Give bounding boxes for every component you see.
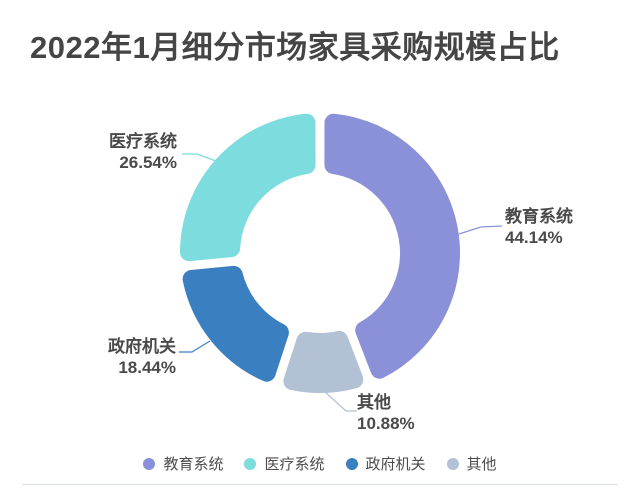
callout-other-value: 10.88% [357,414,415,433]
callout-other-label: 其他 [357,393,391,412]
bottom-divider [22,484,618,485]
callout-medical: 医疗系统 26.54% [109,131,177,173]
callout-government-label: 政府机关 [108,337,176,356]
donut-segment-other[interactable] [283,330,364,393]
donut-segment-medical[interactable] [180,113,316,262]
callout-education: 教育系统 44.14% [505,206,573,248]
leader-lines [179,153,503,412]
legend-item-medical[interactable]: 医疗系统 [244,453,325,474]
callout-medical-value: 26.54% [119,153,177,172]
callout-education-value: 44.14% [505,228,563,247]
donut-segment-government[interactable] [182,265,289,382]
legend-dot-education-icon [143,457,156,470]
leader-line-government [179,340,211,353]
legend-label-education: 教育系统 [163,456,224,473]
legend-item-education[interactable]: 教育系统 [143,453,223,474]
donut-segment-education[interactable] [324,113,460,379]
leader-line-medical [182,153,217,162]
callout-government: 政府机关 18.44% [108,336,176,378]
donut-segments [180,113,460,393]
leader-line-education [458,225,503,235]
legend-label-medical: 医疗系统 [264,456,325,473]
legend-dot-government-icon [345,457,358,470]
callout-education-label: 教育系统 [505,207,573,226]
legend-label-government: 政府机关 [365,456,426,473]
callout-medical-label: 医疗系统 [109,132,177,151]
callout-government-value: 18.44% [118,358,176,377]
legend: 教育系统 医疗系统 政府机关 其他 [0,453,640,474]
legend-label-other: 其他 [466,456,497,473]
callout-other: 其他 10.88% [357,392,415,434]
chart-title: 2022年1月细分市场家具采购规模占比 [30,30,560,65]
legend-dot-medical-icon [244,457,257,470]
legend-dot-other-icon [446,457,459,470]
leader-line-other [323,390,357,412]
legend-item-other[interactable]: 其他 [446,453,497,474]
legend-item-government[interactable]: 政府机关 [345,453,426,474]
